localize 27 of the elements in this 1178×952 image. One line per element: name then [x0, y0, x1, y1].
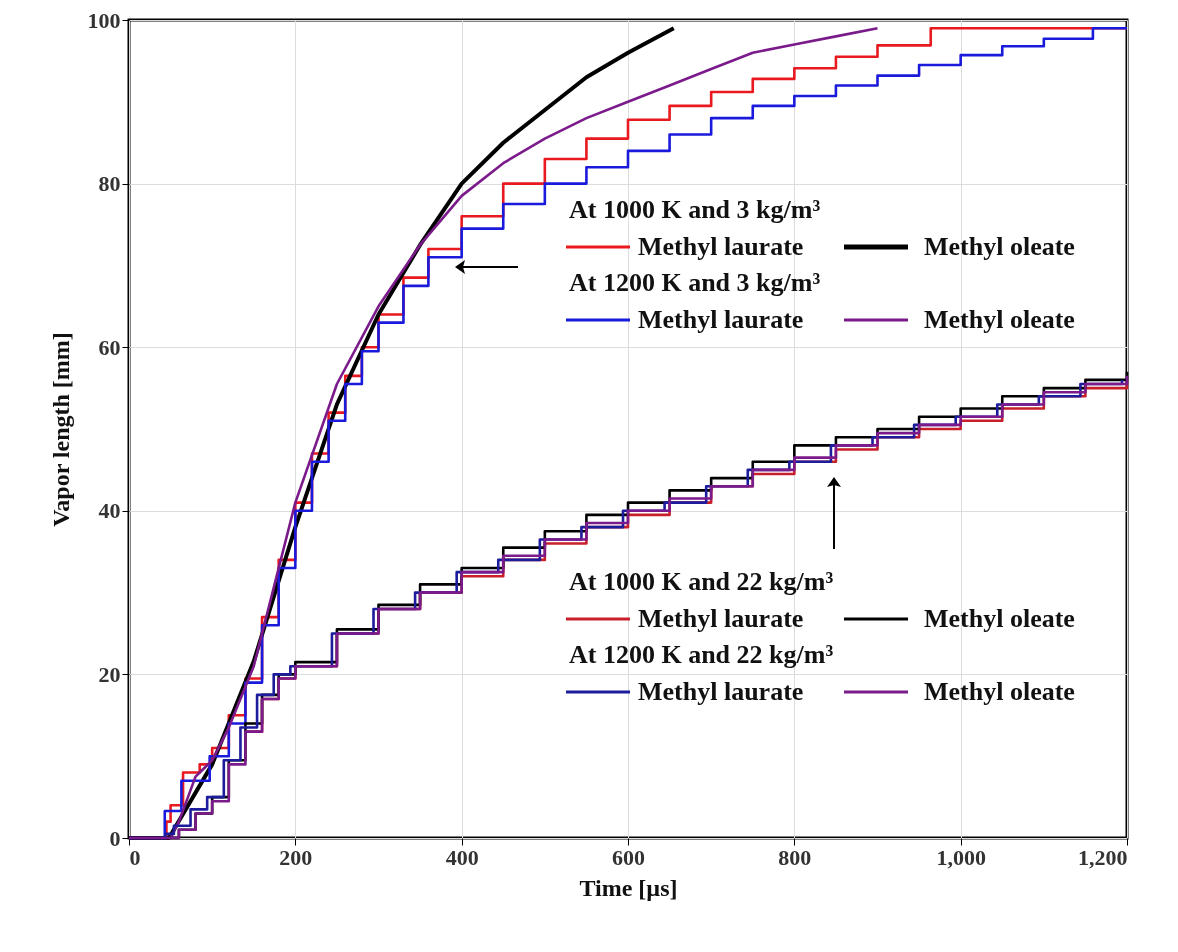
y-axis-title: Vapor length [mm] — [47, 332, 74, 527]
x-axis-title: Time [µs] — [579, 874, 678, 901]
annotation: At 1200 K and 3 kg/m³ — [569, 268, 821, 297]
y-tick-label: 80 — [98, 171, 121, 197]
legend-label: Methyl laurate — [638, 604, 804, 633]
x-tick-label: 800 — [778, 844, 812, 870]
y-tick-label: 100 — [87, 7, 121, 33]
y-tick-label: 20 — [98, 661, 121, 687]
x-tick-label: 0 — [129, 844, 141, 870]
x-tick-label: 1,200 — [1078, 844, 1128, 870]
legend-label: Methyl oleate — [924, 604, 1075, 633]
legend-label: Methyl laurate — [638, 677, 804, 706]
x-tick-label: 600 — [612, 844, 645, 870]
x-tick-label: 400 — [445, 844, 479, 870]
annotation: At 1200 K and 22 kg/m³ — [569, 640, 834, 669]
y-tick-label: 60 — [98, 334, 121, 360]
y-tick-label: 0 — [109, 825, 121, 851]
annotation: At 1000 K and 22 kg/m³ — [569, 567, 834, 596]
x-tick-label: 1,000 — [936, 844, 986, 870]
legend-label: Methyl laurate — [638, 232, 804, 261]
legend-label: Methyl oleate — [924, 305, 1075, 334]
legend-label: Methyl oleate — [924, 677, 1075, 706]
legend-label: Methyl laurate — [638, 305, 804, 334]
annotation: At 1000 K and 3 kg/m³ — [569, 195, 821, 224]
legend-label: Methyl oleate — [924, 232, 1075, 261]
y-tick-label: 40 — [98, 498, 121, 524]
x-tick-label: 200 — [279, 844, 313, 870]
